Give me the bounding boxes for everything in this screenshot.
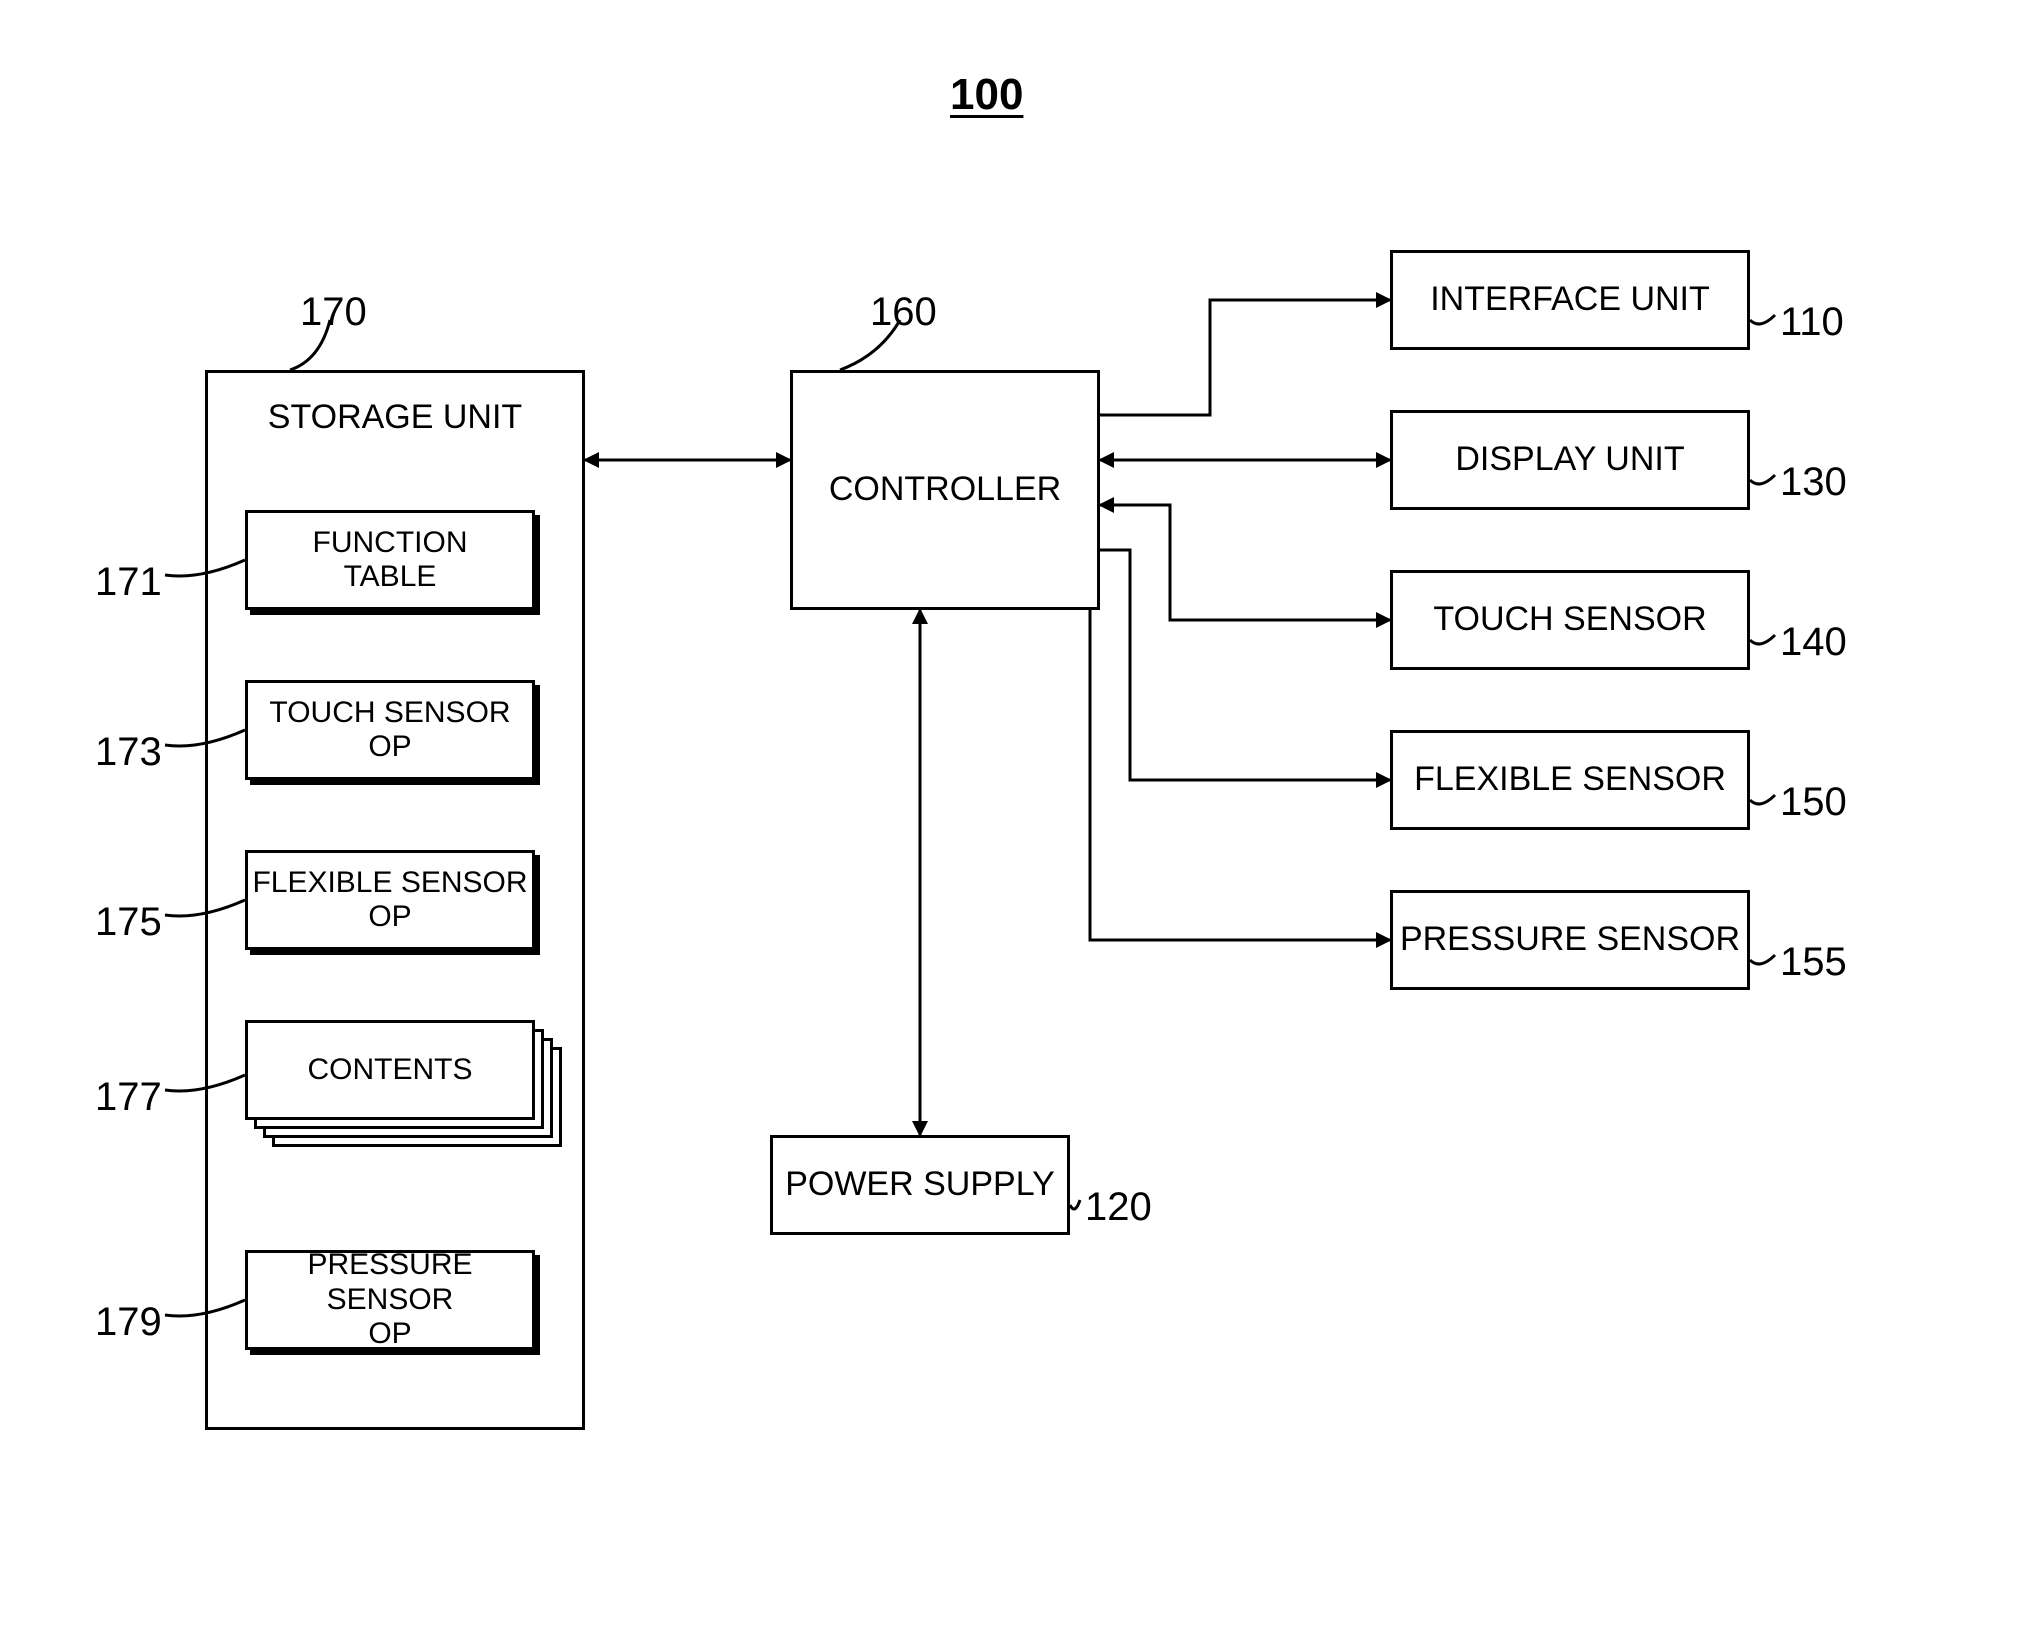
ref-177: 177: [95, 1075, 162, 1120]
function-table-box: FUNCTION TABLE: [245, 510, 535, 610]
pressure-sensor-box: PRESSURE SENSOR: [1390, 890, 1750, 990]
flexible-sensor-op-label: FLEXIBLE SENSOR OP: [252, 866, 527, 935]
power-supply-box: POWER SUPPLY: [770, 1135, 1070, 1235]
display-unit-label: DISPLAY UNIT: [1455, 440, 1684, 479]
figure-ref-title: 100: [950, 70, 1023, 120]
ref-140: 140: [1780, 620, 1847, 665]
block-diagram: 100 STORAGE UNIT CONTROLLER INTERFACE UN…: [0, 0, 2023, 1651]
storage-unit-label: STORAGE UNIT: [208, 398, 582, 437]
ref-120: 120: [1085, 1185, 1152, 1230]
flexible-sensor-box: FLEXIBLE SENSOR: [1390, 730, 1750, 830]
flexible-sensor-op-box: FLEXIBLE SENSOR OP: [245, 850, 535, 950]
ref-179: 179: [95, 1300, 162, 1345]
power-supply-label: POWER SUPPLY: [785, 1165, 1055, 1204]
touch-sensor-op-box: TOUCH SENSOR OP: [245, 680, 535, 780]
touch-sensor-op-label: TOUCH SENSOR OP: [269, 696, 510, 765]
contents-box: CONTENTS: [245, 1020, 535, 1120]
ref-130: 130: [1780, 460, 1847, 505]
function-table-label: FUNCTION TABLE: [313, 526, 468, 595]
ref-170: 170: [300, 290, 367, 335]
ref-175: 175: [95, 900, 162, 945]
controller-box: CONTROLLER: [790, 370, 1100, 610]
ref-150: 150: [1780, 780, 1847, 825]
pressure-sensor-label: PRESSURE SENSOR: [1400, 920, 1740, 959]
interface-unit-box: INTERFACE UNIT: [1390, 250, 1750, 350]
touch-sensor-label: TOUCH SENSOR: [1433, 600, 1706, 639]
ref-173: 173: [95, 730, 162, 775]
display-unit-box: DISPLAY UNIT: [1390, 410, 1750, 510]
contents-stack: CONTENTS: [245, 1020, 562, 1147]
flexible-sensor-label: FLEXIBLE SENSOR: [1414, 760, 1726, 799]
touch-sensor-box: TOUCH SENSOR: [1390, 570, 1750, 670]
interface-unit-label: INTERFACE UNIT: [1430, 280, 1710, 319]
pressure-sensor-op-box: PRESSURE SENSOR OP: [245, 1250, 535, 1350]
controller-label: CONTROLLER: [829, 470, 1061, 509]
ref-160: 160: [870, 290, 937, 335]
ref-155: 155: [1780, 940, 1847, 985]
ref-171: 171: [95, 560, 162, 605]
pressure-sensor-op-label: PRESSURE SENSOR OP: [248, 1248, 532, 1352]
ref-110: 110: [1780, 300, 1844, 345]
